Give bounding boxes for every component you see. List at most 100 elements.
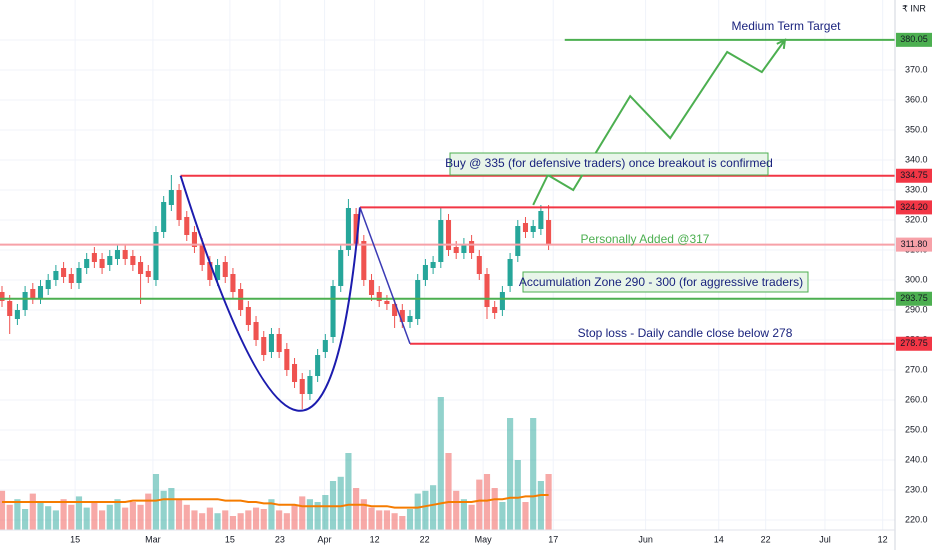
candle-body [499,292,505,311]
level-label: 324.20 [900,202,928,212]
plot-layer [0,0,895,530]
volume-bar [52,510,59,530]
volume-bar [222,510,229,530]
volume-bar [468,504,475,530]
volume-bar [291,504,298,530]
volume-bar [368,507,375,530]
volume-bar [214,513,221,530]
volume-bar [453,490,460,530]
x-tick-label: 22 [420,534,430,544]
candle-body [392,304,398,317]
candle-body [215,265,221,281]
y-tick-label: 250.0 [905,424,928,434]
volume-bar [430,485,437,530]
volume-bar [14,499,21,530]
x-tick-label: 15 [225,534,235,544]
volume-bar [183,504,190,530]
volume-bar [37,502,44,530]
level-label: 334.75 [900,170,928,180]
volume-bar [337,476,344,530]
y-tick-label: 320.0 [905,214,928,224]
volume-bar [229,516,237,530]
volume-bar [29,493,36,530]
candle-body [376,292,382,302]
candle-body [130,255,136,265]
candle-body [438,219,444,262]
candle-body [184,216,190,235]
candle-body [14,310,20,320]
volume-bar [122,507,129,530]
x-tick-label: 15 [70,534,80,544]
y-tick-label: 350.0 [905,124,928,134]
candle-body [99,258,105,269]
volume-bar [237,513,244,530]
candle-body [345,207,351,250]
x-tick-label: Jul [819,534,831,544]
volume-bar [60,499,67,530]
volume-bar [399,516,406,530]
candle-body [399,310,405,323]
candle-body [91,252,97,262]
volume-bar [199,513,206,530]
candle-body [384,301,390,305]
candle-body [68,274,74,284]
annotation: Personally Added @317 [581,232,710,246]
candle-body [515,225,521,256]
candle-body [315,355,321,377]
x-tick-label: 17 [548,534,558,544]
candle-body [484,274,490,308]
x-tick-label: May [475,534,493,544]
volume-bar [537,481,544,530]
candle-body [422,265,428,281]
candle-body [176,189,182,220]
candle-body [245,307,251,326]
candle-body [538,210,544,229]
currency-label: ₹ INR [902,3,926,13]
y-tick-label: 260.0 [905,394,928,404]
candle-body [307,376,313,395]
candle-body [330,286,336,338]
volume-bar [268,499,275,530]
volume-bar [476,479,483,530]
candle-body [222,261,228,278]
candle-body [291,364,298,383]
candle-body [368,280,375,296]
candle-body [0,292,5,302]
volume-bar [106,504,113,530]
y-tick-label: 330.0 [905,184,928,194]
volume-bar [206,507,213,530]
candle-body [407,316,413,323]
candle-body [207,261,213,281]
level-label: 311.80 [901,239,928,249]
volume-bar [98,510,106,530]
volume-bar [514,460,521,530]
volume-bar [445,453,452,530]
volume-ma [2,494,549,509]
volume-bar [437,397,444,530]
candle-body [114,249,121,259]
candle-body [37,286,44,299]
y-tick-label: 270.0 [905,364,928,374]
candle-body [253,322,259,341]
x-tick-label: 12 [878,534,888,544]
x-tick-label: Mar [145,534,161,544]
volume-bar [68,504,75,530]
candle-body [453,246,459,253]
annotation: Stop loss - Daily candle close below 278 [578,326,793,340]
level-badge [896,291,932,306]
y-tick-label: 290.0 [905,304,928,314]
candle-body [322,340,328,353]
volume-bar [322,495,329,530]
volume-bar [483,474,491,530]
volume-bar [299,496,306,530]
candle-body [268,334,274,353]
candle-body [30,289,36,299]
level-label: 278.75 [900,338,928,348]
volume-bar [414,493,421,530]
cup-curve [179,175,361,412]
volume-bar [406,509,414,530]
candle-body [76,268,82,284]
volume-bar [137,504,144,530]
volume-bar [283,513,290,530]
